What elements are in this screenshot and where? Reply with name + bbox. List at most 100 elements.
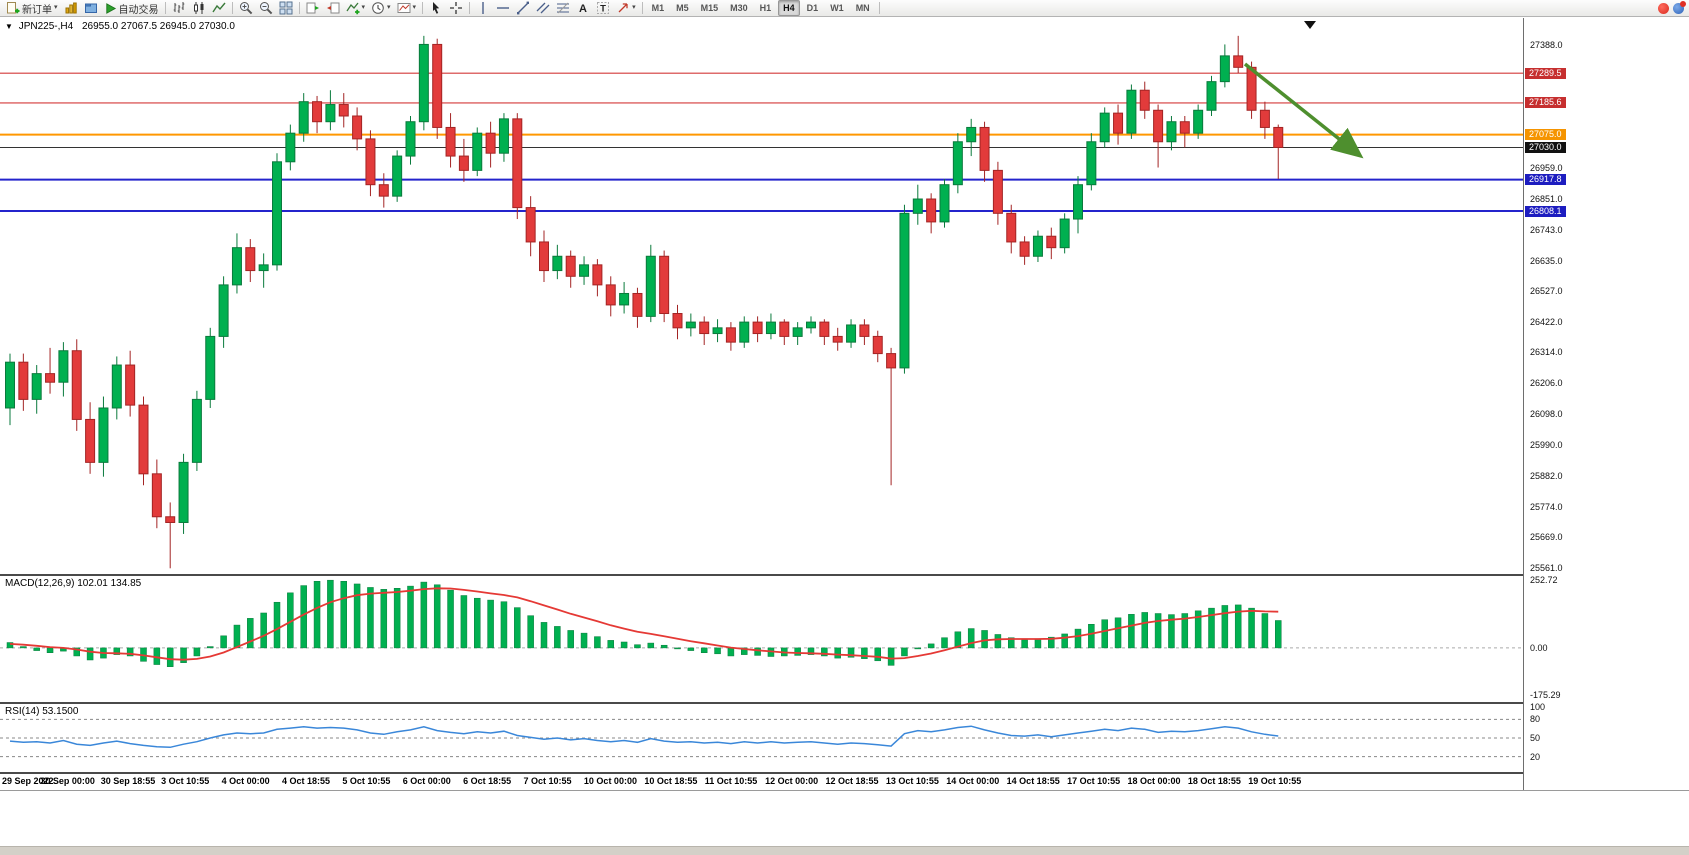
candle-body [1273,126,1284,148]
candle-body [325,104,336,123]
macd-tick-label: 0.00 [1530,642,1548,653]
candle-body [418,43,429,123]
arrows-tool-button[interactable]: ▾ [613,1,639,16]
macd-histogram-bar [567,630,574,649]
candle-body [792,327,803,337]
time-axis-label: 10 Oct 00:00 [583,776,637,786]
macd-histogram-bar [927,643,935,649]
candle-body [579,264,590,277]
panel-splitter[interactable] [0,574,1689,576]
fibonacci-tool-button[interactable] [553,1,573,16]
time-axis-label: 3 Oct 10:55 [161,776,210,786]
price-tick-label: 26959.0 [1530,162,1563,173]
label-tool-icon: T [597,2,610,15]
trendline-tool-button[interactable] [513,1,533,16]
vertical-line-tool-button[interactable] [473,1,493,16]
bar-chart-type-icon [173,2,184,13]
periods-button[interactable]: ▾ [368,1,394,16]
timeframe-button-M30[interactable]: M30 [730,3,748,13]
candle-body [1139,89,1150,111]
candle-body [178,461,189,523]
timeframe-button-M15[interactable]: M15 [700,3,719,13]
trendline-icon [517,1,530,15]
new-order-label: 新订单 [22,4,52,16]
algo-trading-label: 自动交易 [118,4,159,16]
macd-panel-canvas[interactable] [0,576,1523,702]
candle-body [1073,184,1083,220]
cursor-button[interactable] [426,1,446,16]
timeframe-button-H4[interactable]: H4 [778,0,800,16]
bar-chart-type-button[interactable] [169,1,189,16]
macd-histogram-bar [367,587,374,649]
text-tool-button[interactable]: A [573,1,593,16]
indicators-button[interactable]: ▾ [343,1,369,16]
time-axis-label: 30 Sep 00:00 [40,776,95,786]
price-axis[interactable]: 27289.5 27185.6 27075.0 27030.0 26917.8 26808… [1523,18,1689,790]
profiles-button[interactable] [81,1,101,16]
candle-body [5,361,15,409]
main-toolbar: 新订单 ▾ 自动交易 ▾ ▾ [0,0,1689,17]
price-tick-label: 25561.0 [1530,563,1563,573]
new-order-button[interactable]: 新订单 ▾ [3,1,61,16]
macd-histogram-bar [580,632,588,649]
arrows-tool-icon [618,3,628,13]
timeframe-button-M1[interactable]: M1 [651,3,665,13]
candle-body [365,138,376,186]
panel-splitter[interactable] [0,772,1689,774]
timeframe-button-D1[interactable]: D1 [806,3,819,13]
line-chart-type-button[interactable] [209,1,229,16]
time-axis-label: 6 Oct 00:00 [402,776,451,786]
indicators-icon [345,2,360,15]
auto-scroll-button[interactable] [303,1,323,16]
one-click-panel-toggle-icon[interactable]: ▼ [5,22,13,31]
toolbar-separator [641,2,643,14]
rsi-panel-canvas[interactable] [0,704,1523,772]
macd-histogram-bar [113,647,121,655]
macd-histogram-bar [1261,613,1269,649]
macd-histogram-bar [353,583,361,649]
news-indicator-icon[interactable] [1658,2,1669,14]
templates-button[interactable]: ▾ [394,1,420,16]
timeframe-button-H1[interactable]: H1 [759,3,772,13]
timeframe-button-M5[interactable]: M5 [676,3,689,13]
zoom-in-button[interactable] [236,1,256,16]
candle-body [1059,218,1070,249]
candle-body [899,212,910,369]
candle-body [512,118,523,209]
candle-body [1206,81,1217,111]
chart-header: ▼ JPN225-,H4 26955.0 27067.5 26945.0 270… [5,21,235,32]
panel-splitter[interactable] [0,702,1689,704]
macd-histogram-bar [46,647,54,653]
tile-windows-button[interactable] [276,1,296,16]
horizontal-line-tool-button[interactable] [493,1,513,16]
new-chart-button[interactable] [61,1,81,16]
macd-histogram-bar [340,581,347,649]
crosshair-button[interactable] [446,1,466,16]
chart-shift-button[interactable] [323,1,343,16]
candle-body [966,126,977,143]
macd-histogram-bar [407,585,414,649]
label-tool-button[interactable]: T [593,1,613,16]
time-axis-label: 29 Sep 2022 [2,776,54,786]
macd-histogram-bar [554,626,561,649]
macd-histogram-bar [1234,604,1242,649]
time-axis-label: 11 Oct 10:55 [704,776,758,786]
algo-trading-button[interactable]: 自动交易 [101,1,162,16]
chart-window[interactable]: ▼ JPN225-,H4 26955.0 27067.5 26945.0 270… [0,18,1689,790]
chat-notification-icon[interactable] [1673,0,1686,14]
zoom-out-button[interactable] [256,1,276,16]
equidistant-channel-tool-button[interactable] [533,1,553,16]
timeframe-button-W1[interactable]: W1 [830,3,844,13]
candle-body [1113,112,1124,134]
timeframe-button-MN[interactable]: MN [855,3,870,13]
candle-body [739,321,750,343]
candle-body [819,321,830,337]
chart-shift-marker[interactable] [1304,21,1316,29]
candle-body [1219,55,1230,83]
text-tool-icon: A [579,3,587,15]
price-chart-canvas[interactable] [0,18,1523,574]
fibonacci-icon [557,2,570,14]
candlestick-chart-type-button[interactable] [189,1,209,16]
macd-histogram-bar [914,647,922,650]
trend-arrow-annotation[interactable] [1243,62,1364,159]
